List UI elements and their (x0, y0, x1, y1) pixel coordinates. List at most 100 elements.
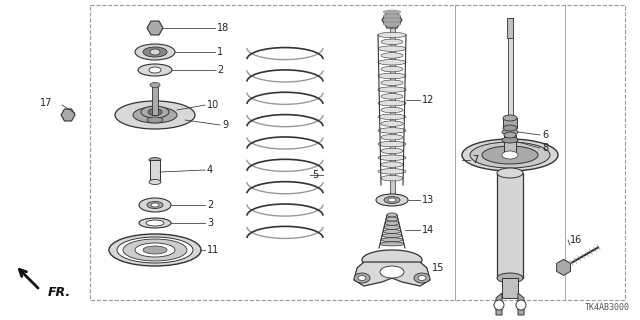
Text: FR.: FR. (48, 285, 71, 299)
Ellipse shape (383, 229, 401, 234)
Ellipse shape (143, 47, 167, 57)
Ellipse shape (382, 234, 402, 238)
Ellipse shape (381, 107, 403, 113)
Ellipse shape (139, 198, 171, 212)
Ellipse shape (354, 273, 370, 283)
Ellipse shape (139, 218, 171, 228)
Ellipse shape (378, 100, 406, 106)
Ellipse shape (378, 73, 406, 79)
Ellipse shape (358, 276, 366, 281)
Polygon shape (518, 293, 524, 315)
Bar (503, 118, 517, 128)
Bar (504, 135, 516, 155)
Text: 14: 14 (422, 225, 435, 235)
Polygon shape (354, 262, 430, 286)
Ellipse shape (462, 139, 558, 171)
Ellipse shape (378, 169, 406, 174)
Ellipse shape (376, 194, 408, 206)
Ellipse shape (381, 121, 403, 126)
Ellipse shape (388, 198, 396, 202)
Bar (502, 278, 518, 298)
Text: 1: 1 (217, 47, 223, 57)
Ellipse shape (414, 273, 430, 283)
Ellipse shape (150, 49, 160, 55)
Ellipse shape (149, 180, 161, 185)
Ellipse shape (362, 250, 422, 270)
Ellipse shape (387, 213, 397, 217)
Ellipse shape (380, 266, 404, 278)
Ellipse shape (381, 134, 403, 140)
Bar (508, 18, 513, 288)
Ellipse shape (381, 53, 403, 58)
Ellipse shape (115, 101, 195, 129)
Ellipse shape (117, 237, 193, 263)
Ellipse shape (378, 87, 406, 92)
Ellipse shape (151, 203, 159, 207)
Ellipse shape (383, 22, 401, 26)
Ellipse shape (135, 243, 175, 257)
Ellipse shape (378, 32, 406, 38)
Ellipse shape (141, 106, 169, 118)
Text: 8: 8 (542, 143, 548, 153)
Ellipse shape (418, 276, 426, 281)
Ellipse shape (149, 157, 161, 163)
Ellipse shape (385, 221, 399, 225)
Text: 3: 3 (207, 218, 213, 228)
Ellipse shape (65, 113, 72, 117)
Ellipse shape (497, 168, 523, 178)
Bar (497, 173, 523, 278)
Ellipse shape (381, 94, 403, 99)
Ellipse shape (502, 137, 518, 143)
Ellipse shape (138, 64, 172, 76)
Ellipse shape (381, 162, 403, 167)
Ellipse shape (151, 25, 159, 31)
Ellipse shape (503, 115, 517, 121)
Ellipse shape (383, 10, 401, 14)
Text: 18: 18 (217, 23, 229, 33)
Text: TK4AB3000: TK4AB3000 (585, 303, 630, 312)
Ellipse shape (381, 148, 403, 154)
Bar (150, 160, 160, 182)
Ellipse shape (150, 83, 160, 87)
Ellipse shape (384, 225, 400, 229)
Polygon shape (496, 293, 502, 315)
Ellipse shape (381, 66, 403, 72)
Ellipse shape (146, 220, 164, 226)
Ellipse shape (381, 80, 403, 85)
Ellipse shape (378, 46, 406, 52)
Ellipse shape (149, 67, 161, 73)
Ellipse shape (109, 234, 201, 266)
Ellipse shape (482, 146, 538, 164)
Text: 2: 2 (217, 65, 223, 75)
Text: 16: 16 (570, 235, 582, 245)
Ellipse shape (381, 39, 403, 44)
Bar (90, 5, 625, 300)
Ellipse shape (378, 114, 406, 120)
Bar (390, 20, 394, 205)
Text: 7: 7 (472, 155, 478, 165)
Ellipse shape (135, 44, 175, 60)
Polygon shape (557, 260, 570, 276)
Text: 4: 4 (207, 165, 213, 175)
Ellipse shape (378, 128, 406, 133)
Ellipse shape (516, 300, 526, 310)
Text: 6: 6 (542, 130, 548, 140)
Text: 15: 15 (432, 263, 444, 273)
Polygon shape (147, 21, 163, 35)
Ellipse shape (502, 129, 518, 135)
Bar (507, 18, 513, 38)
Ellipse shape (502, 151, 518, 159)
Ellipse shape (147, 202, 163, 209)
Ellipse shape (384, 196, 400, 204)
Ellipse shape (123, 239, 187, 261)
Text: 12: 12 (422, 95, 435, 105)
Ellipse shape (133, 107, 177, 123)
Ellipse shape (381, 238, 403, 242)
Ellipse shape (143, 246, 167, 254)
Ellipse shape (148, 108, 162, 116)
Polygon shape (382, 12, 402, 28)
Bar (152, 85, 158, 115)
Ellipse shape (378, 155, 406, 160)
Text: 2: 2 (207, 200, 213, 210)
Ellipse shape (494, 300, 504, 310)
